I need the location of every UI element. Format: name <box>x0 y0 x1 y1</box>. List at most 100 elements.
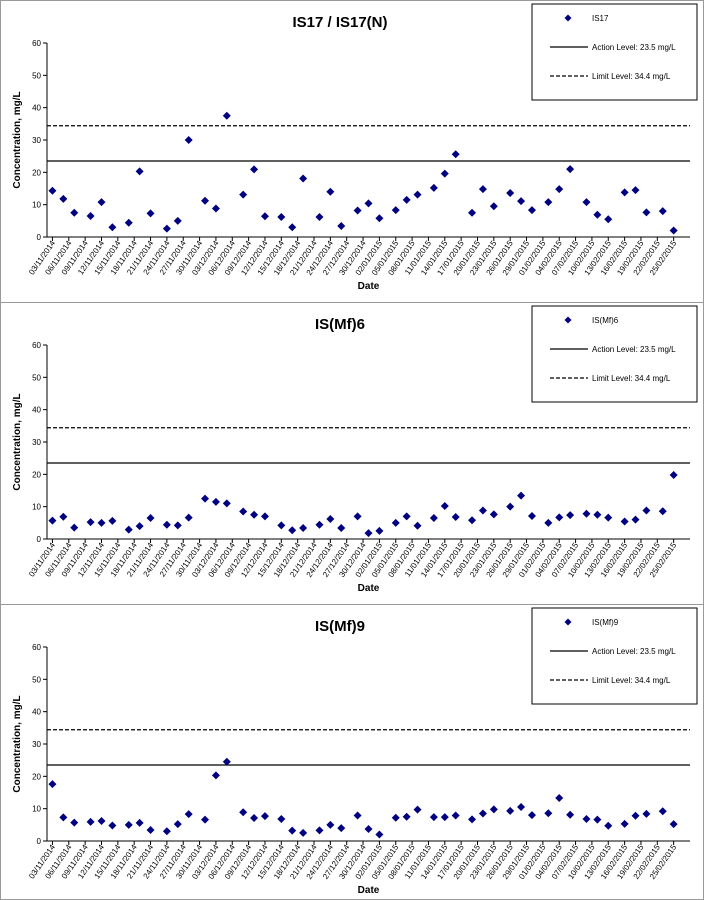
data-point <box>299 828 308 837</box>
y-axis-label: Concentration, mg/L <box>12 91 23 188</box>
data-point <box>337 222 346 231</box>
data-point <box>277 521 286 530</box>
data-point <box>162 520 171 529</box>
data-point <box>70 523 79 532</box>
data-point <box>669 470 678 479</box>
data-point <box>391 813 400 822</box>
legend-box <box>531 607 698 705</box>
data-point <box>250 814 259 823</box>
data-point <box>468 516 477 525</box>
data-point <box>620 819 629 828</box>
legend-box <box>531 3 698 101</box>
y-tick-label: 0 <box>37 535 42 544</box>
data-point <box>108 516 117 525</box>
data-point <box>489 202 498 211</box>
data-point <box>337 824 346 833</box>
data-point <box>124 218 133 227</box>
data-point <box>222 757 231 766</box>
y-tick-label: 60 <box>32 341 41 350</box>
data-point <box>566 511 575 520</box>
data-point <box>527 512 536 521</box>
data-point <box>288 223 297 232</box>
data-point <box>184 810 193 819</box>
data-point <box>375 526 384 535</box>
data-point <box>299 174 308 183</box>
y-tick-label: 30 <box>32 740 41 749</box>
y-tick-label: 10 <box>32 805 41 814</box>
data-point <box>451 150 460 159</box>
data-point <box>468 815 477 824</box>
legend-label: Limit Level: 34.4 mg/L <box>592 676 671 685</box>
y-tick-label: 20 <box>32 470 41 479</box>
data-point <box>544 198 553 207</box>
data-point <box>478 506 487 515</box>
data-point <box>391 206 400 215</box>
data-point <box>593 510 602 519</box>
data-point <box>440 502 449 511</box>
chart-title: IS(Mf)9 <box>315 618 365 635</box>
data-point <box>555 793 564 802</box>
data-point <box>260 512 269 521</box>
data-point <box>288 826 297 835</box>
data-point <box>250 165 259 174</box>
data-point <box>604 215 613 224</box>
data-point <box>413 805 422 814</box>
data-point <box>555 513 564 522</box>
data-point <box>211 204 220 213</box>
data-point <box>173 820 182 829</box>
data-point <box>451 811 460 820</box>
chart-title: IS(Mf)6 <box>315 316 365 333</box>
data-point <box>413 190 422 199</box>
data-point <box>620 188 629 197</box>
data-point <box>124 525 133 534</box>
data-point <box>517 803 526 812</box>
data-point <box>97 198 106 207</box>
data-point <box>260 812 269 821</box>
data-point <box>239 190 248 199</box>
data-point <box>364 529 373 538</box>
data-point <box>566 165 575 174</box>
y-tick-label: 30 <box>32 438 41 447</box>
data-point <box>48 186 57 195</box>
data-point <box>260 212 269 221</box>
data-point <box>135 167 144 176</box>
y-tick-label: 10 <box>32 201 41 210</box>
y-axis-label: Concentration, mg/L <box>12 393 23 490</box>
data-point <box>86 211 95 220</box>
data-point <box>468 208 477 217</box>
data-point <box>582 509 591 518</box>
data-point <box>517 491 526 500</box>
y-tick-label: 50 <box>32 71 41 80</box>
legend-label: IS17 <box>592 14 609 23</box>
data-point <box>239 507 248 516</box>
data-point <box>506 806 515 815</box>
data-point <box>201 815 210 824</box>
data-point <box>506 189 515 198</box>
y-tick-label: 50 <box>32 373 41 382</box>
data-point <box>97 518 106 527</box>
data-point <box>527 206 536 215</box>
data-point <box>669 226 678 235</box>
data-point <box>108 821 117 830</box>
y-tick-label: 10 <box>32 503 41 512</box>
data-point <box>315 826 324 835</box>
data-point <box>239 808 248 817</box>
data-point <box>593 210 602 219</box>
data-point <box>440 169 449 178</box>
data-point <box>669 820 678 829</box>
data-point <box>250 510 259 519</box>
data-point <box>146 513 155 522</box>
data-point <box>86 817 95 826</box>
data-point <box>184 136 193 144</box>
data-point <box>299 524 308 533</box>
data-point <box>326 514 335 523</box>
data-point <box>353 512 362 521</box>
data-point <box>201 494 210 503</box>
y-tick-label: 0 <box>37 233 42 242</box>
data-point <box>555 185 564 194</box>
data-point <box>658 207 667 216</box>
data-point <box>108 223 117 232</box>
data-point <box>413 521 422 530</box>
data-point <box>184 513 193 522</box>
data-point <box>326 187 335 196</box>
